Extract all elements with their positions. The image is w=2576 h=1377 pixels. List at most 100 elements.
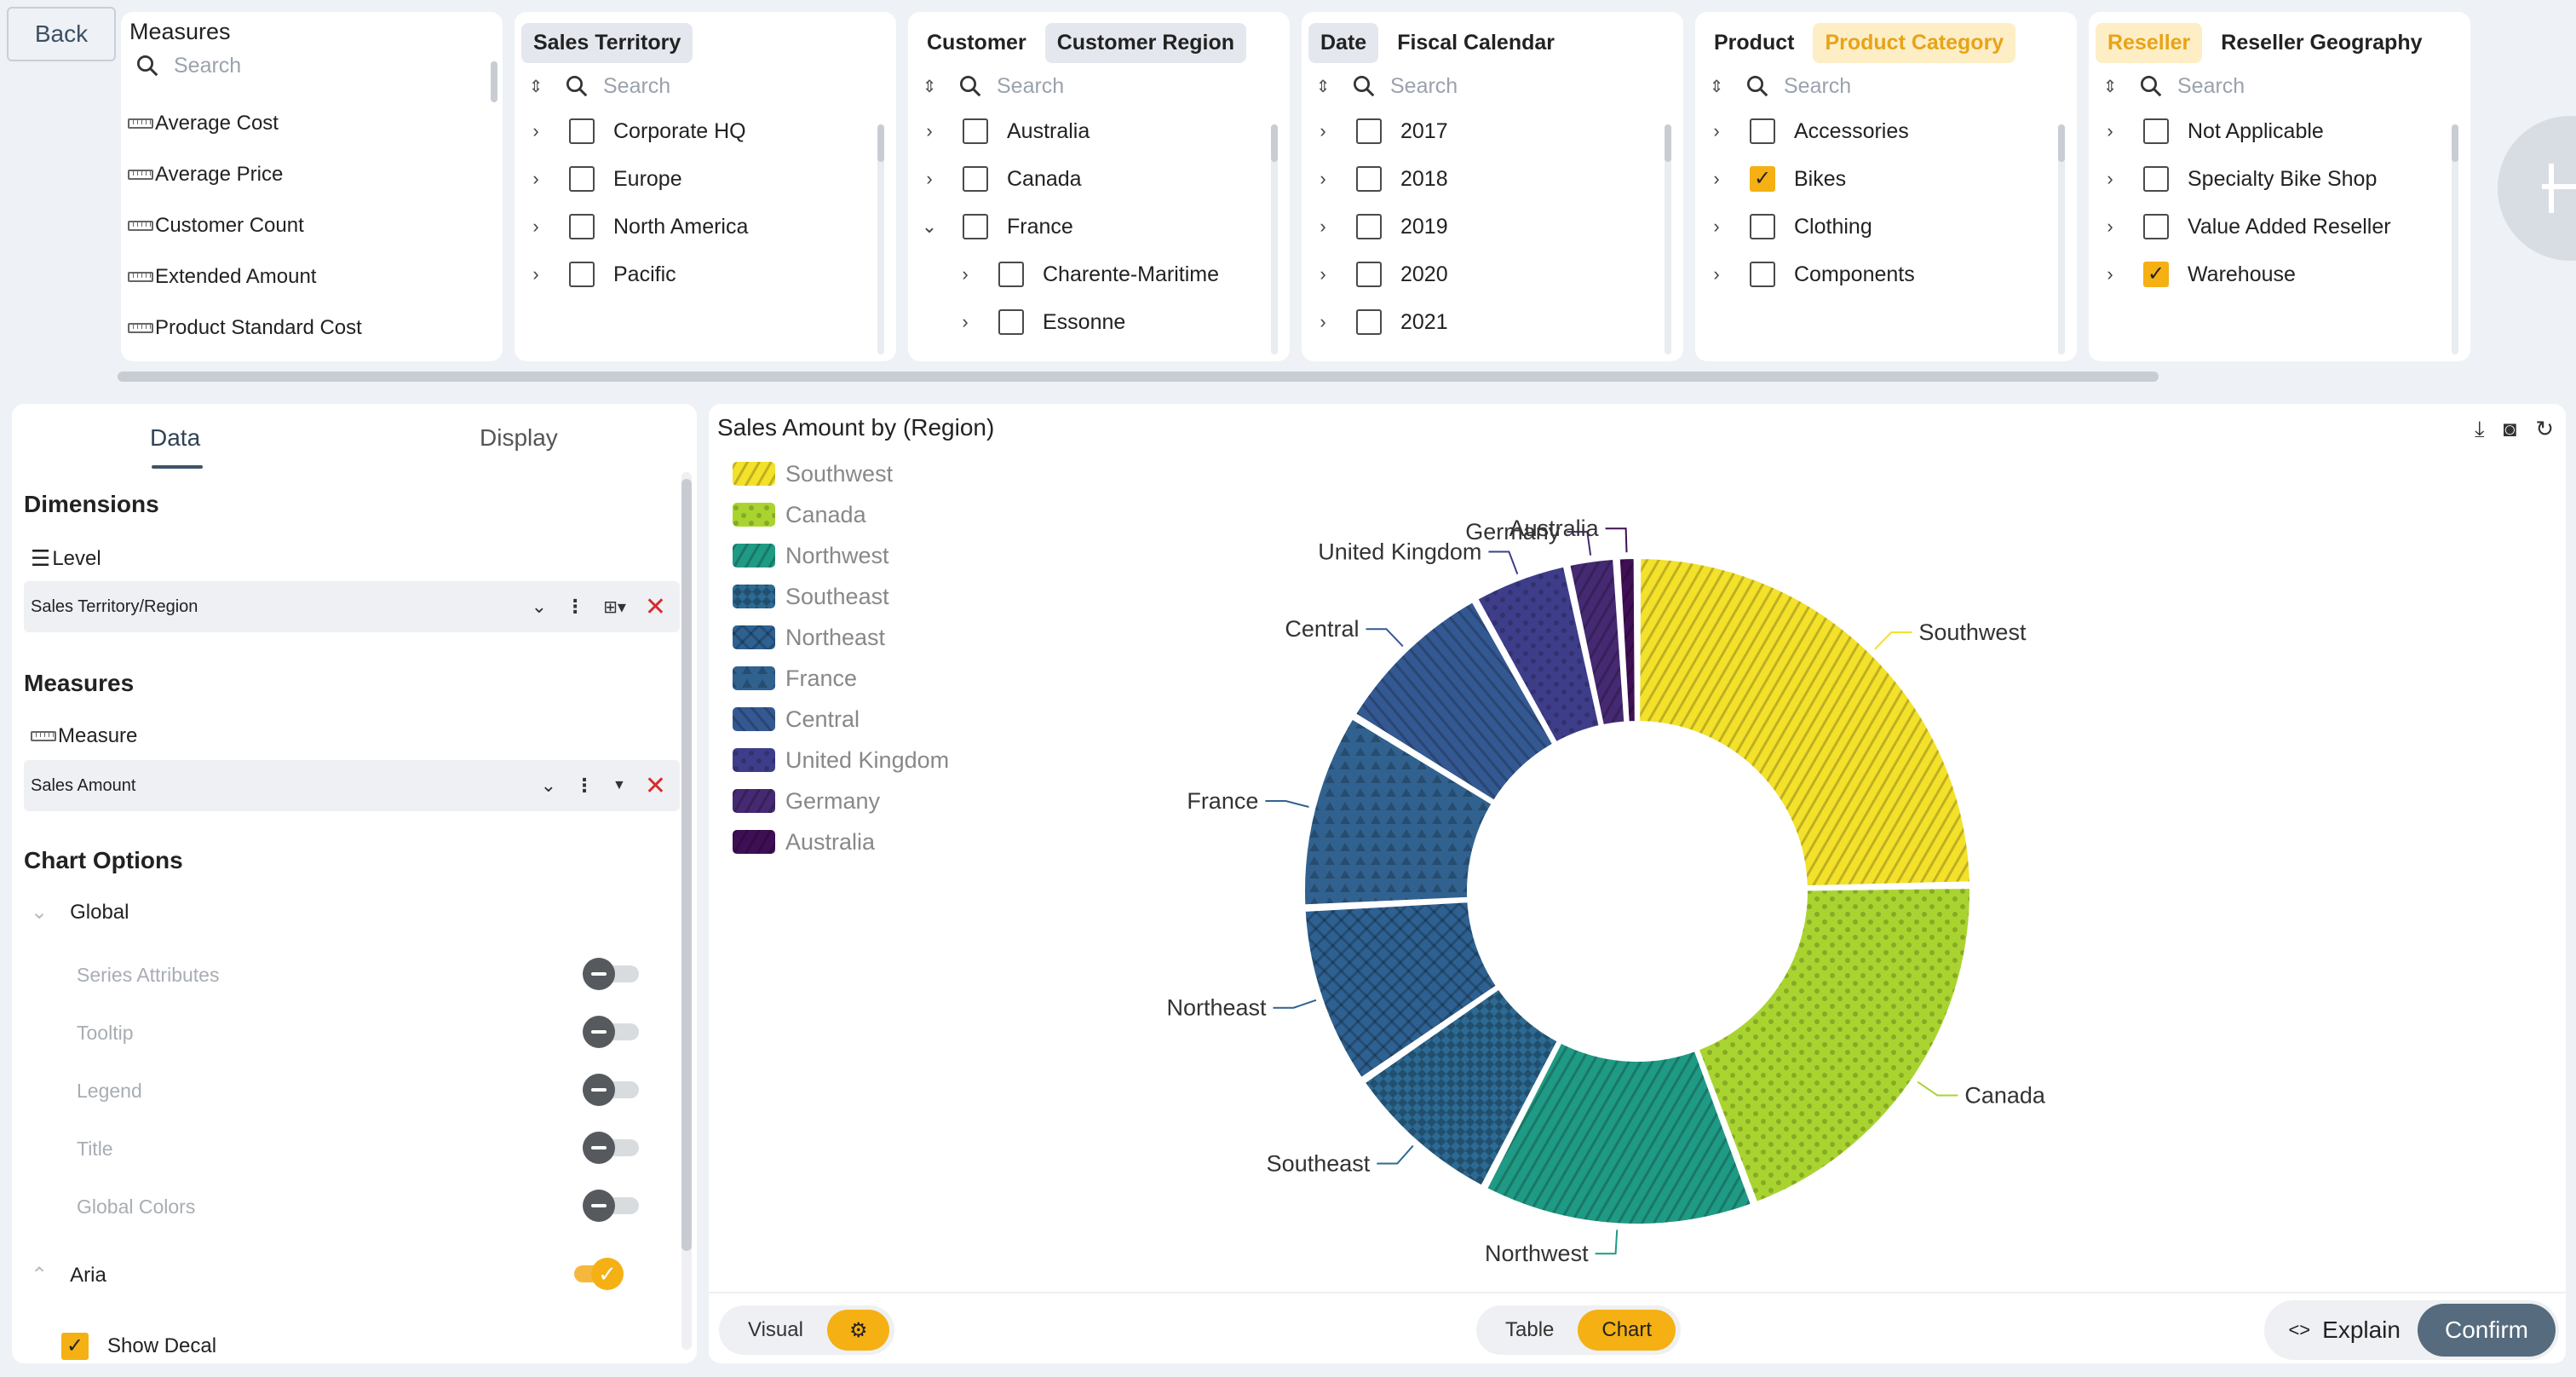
legend-item[interactable]: Southeast — [785, 584, 889, 609]
sort-icon[interactable]: ⇕ — [528, 77, 543, 96]
tree-item-checkbox[interactable] — [1750, 262, 1775, 287]
legend-swatch[interactable] — [733, 544, 775, 568]
chevron-right-icon[interactable]: › — [1320, 216, 1326, 237]
tree-item[interactable]: › North America — [515, 203, 896, 251]
chevron-right-icon[interactable]: › — [1320, 120, 1326, 141]
filter-tab[interactable]: Date — [1308, 22, 1379, 63]
more-vertical-icon[interactable]: ⋮ — [575, 775, 595, 796]
chart-option-toggle[interactable] — [583, 958, 641, 990]
filter-search-input[interactable]: Search — [1390, 73, 1458, 98]
filter-search-input[interactable]: Search — [603, 73, 671, 98]
chevron-down-icon[interactable]: ⌄ — [531, 596, 548, 617]
legend-swatch[interactable] — [733, 585, 775, 608]
tree-item[interactable]: › 2018 — [1302, 155, 1683, 203]
chart-option-toggle[interactable] — [583, 1132, 641, 1164]
tree-item-checkbox[interactable] — [1356, 166, 1382, 192]
chart-view-button[interactable]: Chart — [1578, 1310, 1676, 1351]
chevron-right-icon[interactable]: › — [2107, 120, 2113, 141]
filter-tab[interactable]: Customer — [927, 30, 1026, 55]
global-section[interactable]: ⌄ Global — [31, 900, 129, 925]
legend-item[interactable]: United Kingdom — [785, 747, 949, 773]
tree-item[interactable]: › Accessories — [1695, 107, 2077, 155]
chart-option-toggle[interactable] — [583, 1074, 641, 1106]
tab-display[interactable]: Display — [480, 424, 558, 451]
tree-item[interactable]: › Canada — [908, 155, 1290, 203]
refresh-icon[interactable]: ↻ — [2535, 416, 2554, 441]
tree-item-checkbox[interactable] — [569, 166, 595, 192]
tree-item[interactable]: › Specialty Bike Shop — [2089, 155, 2470, 203]
legend-item[interactable]: France — [785, 665, 857, 691]
measure-item[interactable]: Product Standard Cost — [121, 302, 503, 354]
donut-slice[interactable] — [1302, 716, 1495, 908]
filters-horizontal-scrollbar[interactable] — [118, 372, 2159, 382]
chevron-right-icon[interactable]: › — [1320, 311, 1326, 332]
donut-slice[interactable] — [1475, 563, 1602, 746]
chevron-right-icon[interactable]: › — [532, 168, 539, 189]
legend-item[interactable]: Canada — [785, 502, 867, 527]
tree-item-checkbox[interactable] — [1750, 214, 1775, 239]
tree-item-checkbox[interactable] — [569, 262, 595, 287]
filter-search-input[interactable]: Search — [2177, 73, 2245, 98]
tree-item[interactable]: › Charente-Maritime — [908, 251, 1290, 298]
filter-scrollbar[interactable] — [877, 124, 884, 354]
tree-item[interactable]: › Corporate HQ — [515, 107, 896, 155]
donut-slice[interactable] — [1352, 598, 1556, 804]
filter-scrollbar[interactable] — [1665, 124, 1671, 354]
remove-measure-icon[interactable]: ✕ — [644, 771, 666, 800]
tree-item[interactable]: › Europe — [515, 155, 896, 203]
chevron-right-icon[interactable]: › — [1713, 263, 1720, 285]
donut-slice[interactable] — [1636, 556, 1973, 890]
legend-swatch[interactable] — [733, 666, 775, 690]
chevron-down-icon[interactable]: ⌄ — [540, 775, 557, 796]
filter-tab[interactable]: Product Category — [1813, 22, 2016, 63]
tree-item-checkbox[interactable] — [2143, 166, 2169, 192]
filter-scrollbar[interactable] — [2058, 124, 2065, 354]
chevron-right-icon[interactable]: › — [962, 263, 969, 285]
tree-item[interactable]: › 2017 — [1302, 107, 1683, 155]
aria-section[interactable]: ⌃ Aria — [31, 1263, 106, 1288]
tree-item[interactable]: › Value Added Reseller — [2089, 203, 2470, 251]
legend-swatch[interactable] — [733, 462, 775, 486]
legend-swatch[interactable] — [733, 503, 775, 527]
donut-slice[interactable] — [1567, 556, 1628, 729]
level-field[interactable]: Sales Territory/Region ⌄ ⋮ ⊞▾ ✕ — [24, 581, 680, 632]
chart-option-toggle[interactable] — [583, 1190, 641, 1222]
filter-tab[interactable]: Customer Region — [1044, 22, 1247, 63]
tree-item[interactable]: › Australia — [908, 107, 1290, 155]
chevron-right-icon[interactable]: › — [2107, 216, 2113, 237]
show-decal-checkbox[interactable] — [61, 1333, 89, 1360]
tree-item[interactable]: › Essonne — [908, 298, 1290, 346]
donut-slice[interactable] — [1483, 1040, 1755, 1227]
sort-icon[interactable]: ⇕ — [2102, 77, 2118, 96]
tree-item-checkbox[interactable] — [963, 118, 988, 144]
measure-item[interactable]: Extended Amount — [121, 251, 503, 302]
tree-item-checkbox[interactable] — [1750, 118, 1775, 144]
measure-item[interactable]: Customer Count — [121, 200, 503, 251]
legend-swatch[interactable] — [733, 789, 775, 813]
donut-slice[interactable] — [1616, 556, 1638, 725]
chevron-right-icon[interactable]: › — [1713, 120, 1720, 141]
filter-tab[interactable]: Fiscal Calendar — [1397, 30, 1555, 55]
tree-item-checkbox[interactable] — [2143, 262, 2169, 287]
legend-item[interactable]: Central — [785, 706, 860, 732]
tree-item-checkbox[interactable] — [2143, 214, 2169, 239]
camera-icon[interactable]: ◙ — [2503, 416, 2517, 441]
measures-scrollbar[interactable] — [491, 61, 497, 102]
chevron-right-icon[interactable]: › — [926, 168, 933, 189]
sort-icon[interactable]: ⇕ — [1315, 77, 1331, 96]
tree-item-checkbox[interactable] — [1356, 309, 1382, 335]
chevron-right-icon[interactable]: › — [532, 263, 539, 285]
filter-tab[interactable]: Reseller Geography — [2221, 30, 2423, 55]
filter-tab[interactable]: Product — [1714, 30, 1795, 55]
measures-search-input[interactable]: Search — [174, 53, 242, 78]
filter-scrollbar[interactable] — [2452, 124, 2458, 354]
tree-item-checkbox[interactable] — [569, 214, 595, 239]
tree-item-checkbox[interactable] — [963, 214, 988, 239]
filter-search-input[interactable]: Search — [1784, 73, 1852, 98]
tree-item[interactable]: › Bikes — [1695, 155, 2077, 203]
measure-item[interactable]: Average Cost — [121, 98, 503, 149]
legend-swatch[interactable] — [733, 707, 775, 731]
tree-item[interactable]: ⌄ France — [908, 203, 1290, 251]
legend-swatch[interactable] — [733, 625, 775, 649]
legend-item[interactable]: Northwest — [785, 543, 889, 568]
